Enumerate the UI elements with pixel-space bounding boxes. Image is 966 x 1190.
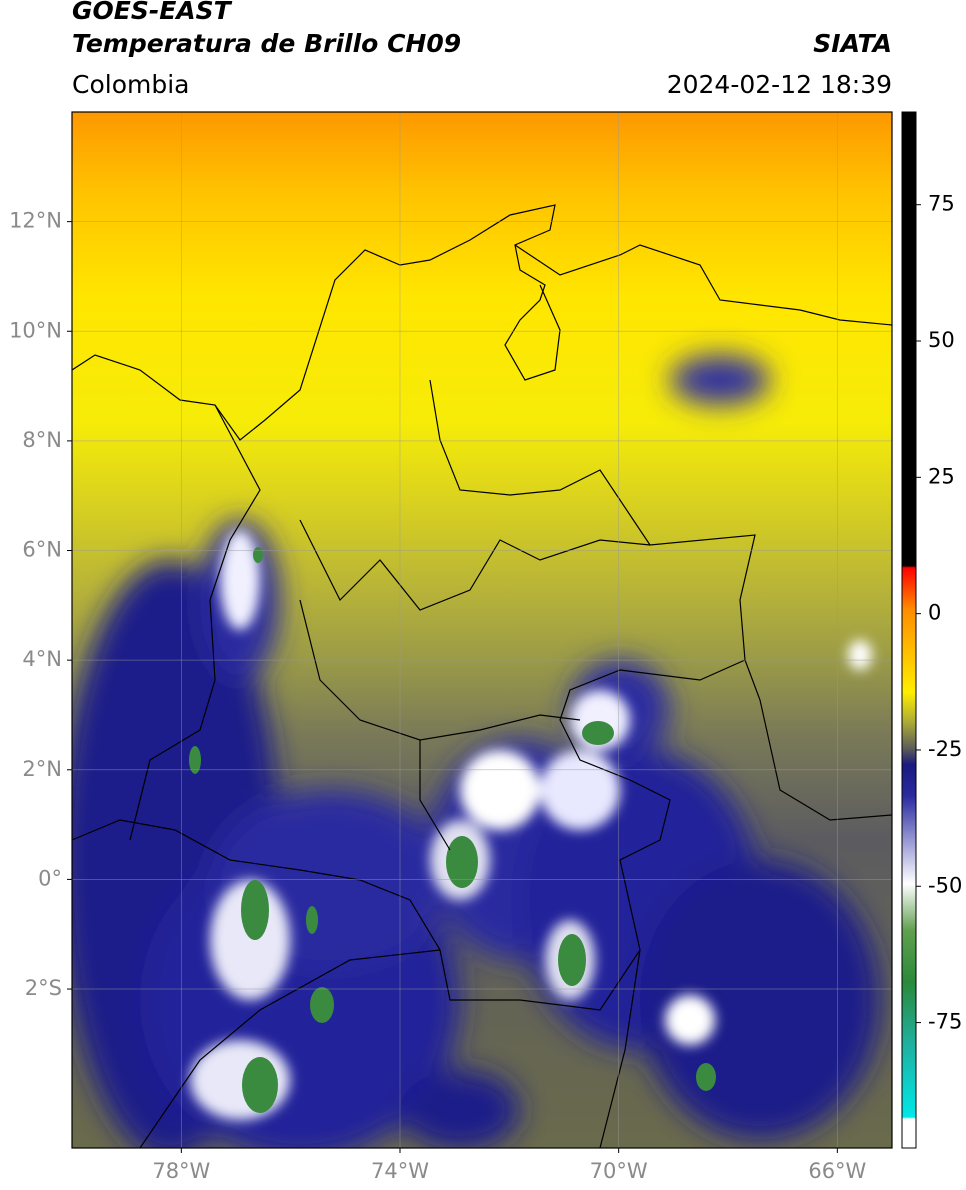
map-frame bbox=[71, 111, 893, 1149]
colorbar-tick-label: 50 bbox=[928, 328, 955, 352]
x-tick-label: 74°W bbox=[371, 1159, 429, 1183]
y-tick-label: 6°N bbox=[22, 538, 62, 562]
colorbar-tick-label: -50 bbox=[928, 873, 962, 897]
x-tick-label: 70°W bbox=[590, 1159, 648, 1183]
borders bbox=[72, 204, 892, 1148]
y-tick-label: 2°N bbox=[22, 757, 62, 781]
colorbar-tick-label: -75 bbox=[928, 1010, 962, 1034]
colorbar-tick-label: 25 bbox=[928, 464, 955, 488]
subtitle: Temperatura de Brillo CH09 bbox=[72, 29, 461, 58]
region: Colombia bbox=[72, 70, 189, 99]
satellite-image bbox=[72, 112, 892, 1148]
datetime: 2024-02-12 18:39 bbox=[667, 70, 892, 99]
source: SIATA bbox=[813, 29, 892, 58]
x-tick-label: 78°W bbox=[152, 1159, 210, 1183]
graticule bbox=[72, 112, 892, 1148]
colorbar-tick-label: 0 bbox=[928, 601, 941, 625]
colorbar bbox=[901, 111, 917, 1149]
y-tick-label: 12°N bbox=[9, 209, 62, 233]
title: GOES-EAST bbox=[72, 0, 233, 25]
colorbar-tick-label: -25 bbox=[928, 737, 962, 761]
x-tick-label: 66°W bbox=[808, 1159, 866, 1183]
y-tick-label: 10°N bbox=[9, 318, 62, 342]
y-tick-label: 2°S bbox=[25, 976, 62, 1000]
colorbar-tick-label: 75 bbox=[928, 192, 955, 216]
y-tick-label: 8°N bbox=[22, 428, 62, 452]
y-tick-label: 0° bbox=[38, 866, 62, 890]
y-tick-label: 4°N bbox=[22, 647, 62, 671]
